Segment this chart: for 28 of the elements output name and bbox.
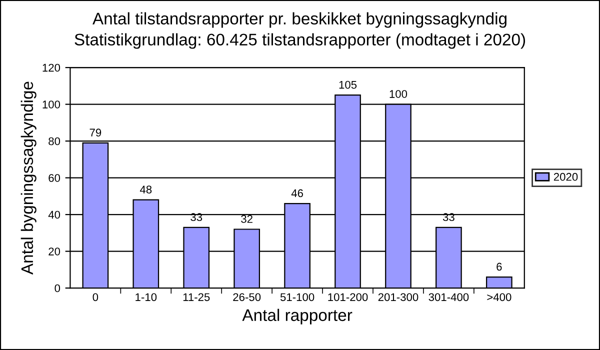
data-label: 48 [140, 186, 152, 194]
x-tick-label: 1-10 [136, 293, 157, 302]
chart-subtitle: Statistikgrundlag: 60.425 tilstandsrapporter (modtaget i 2020) [74, 33, 526, 49]
x-axis-title: Antal rapporter [242, 308, 352, 324]
x-tick-label: 51-100 [280, 293, 314, 302]
data-label: 46 [291, 189, 303, 198]
data-label: 105 [339, 80, 357, 89]
y-tick-label: 100 [42, 100, 60, 108]
data-label: 32 [241, 215, 252, 223]
chart-title: Antal tilstandsrapporter pr. beskikket bygningssagkyndig [92, 12, 506, 28]
y-tick-label: 20 [48, 248, 60, 256]
y-tick-label: 80 [48, 137, 60, 146]
data-label: 79 [90, 128, 102, 137]
data-label: 6 [496, 262, 502, 271]
x-tick-label: 26-50 [233, 293, 261, 302]
y-axis-title: Antal bygningssagkyndige [20, 82, 36, 275]
x-tick-label: 0 [92, 293, 98, 302]
data-label: 100 [390, 90, 408, 98]
y-tick-label: 120 [42, 64, 60, 72]
x-tick-label: 301-400 [428, 293, 469, 302]
y-tick-label: 40 [48, 210, 60, 219]
y-tick-label: 60 [48, 174, 60, 182]
x-tick-label: 201-300 [378, 293, 418, 302]
x-tick-label: 11-25 [183, 293, 210, 302]
y-tick-label: 0 [54, 284, 60, 292]
x-tick-label: 101-200 [328, 293, 368, 302]
x-tick-label: >400 [487, 293, 512, 302]
legend-label: 2020 [554, 172, 578, 181]
